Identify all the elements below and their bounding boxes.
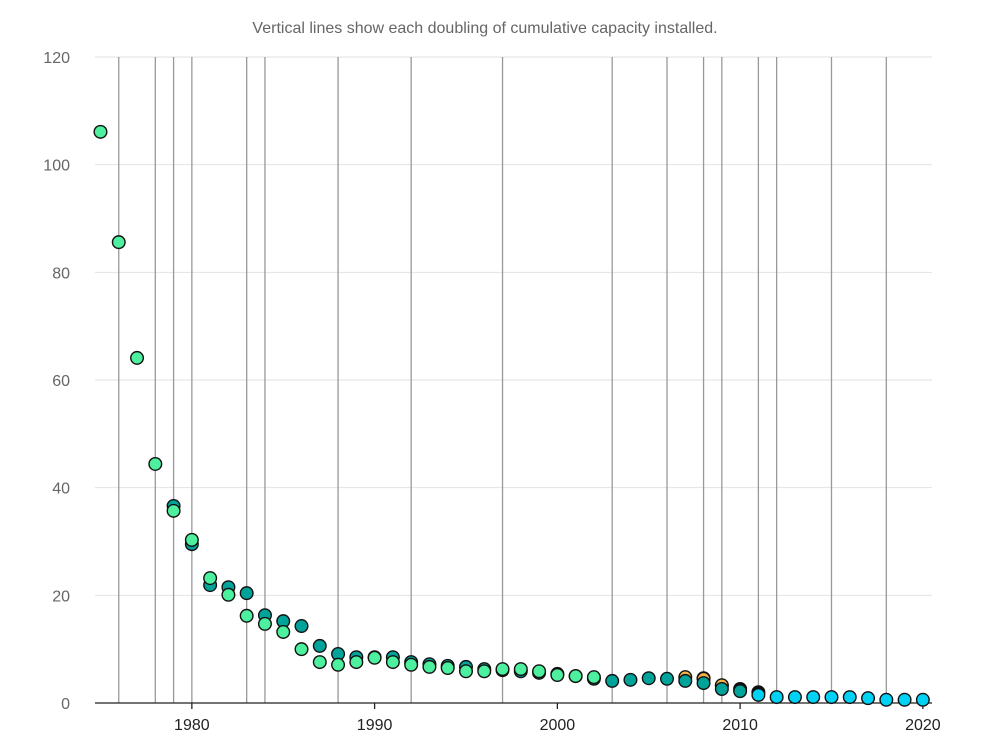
data-point xyxy=(806,690,821,705)
data-point xyxy=(422,659,437,674)
data-point xyxy=(312,638,327,653)
axes: 0 20 40 60 80 100 120 1980 1990 2000 2010 2020 xyxy=(43,50,940,734)
data-point xyxy=(915,692,930,707)
x-tick-label: 2010 xyxy=(722,717,758,734)
data-point xyxy=(660,671,675,686)
series-cyan xyxy=(751,687,930,707)
data-point xyxy=(458,664,473,679)
data-point xyxy=(550,668,565,683)
chart-subtitle: Vertical lines show each doubling of cum… xyxy=(252,20,717,37)
data-point xyxy=(733,684,748,699)
y-tick-label: 120 xyxy=(43,50,70,67)
data-point xyxy=(605,673,620,688)
y-tick-label: 0 xyxy=(61,696,70,713)
x-tick-label: 1990 xyxy=(357,717,393,734)
data-point xyxy=(586,670,601,685)
y-tick-label: 40 xyxy=(52,481,70,498)
data-point xyxy=(641,671,656,686)
x-tick-label: 2020 xyxy=(905,717,941,734)
data-point xyxy=(294,642,309,657)
data-point xyxy=(221,587,236,602)
data-point xyxy=(93,124,108,139)
data-point xyxy=(331,657,346,672)
data-point xyxy=(678,673,693,688)
data-point xyxy=(513,662,528,677)
data-point xyxy=(385,655,400,670)
data-point xyxy=(440,661,455,676)
data-point xyxy=(349,655,364,670)
data-point xyxy=(696,676,711,691)
data-points xyxy=(93,124,930,707)
data-point xyxy=(148,456,163,471)
data-point xyxy=(879,692,894,707)
data-point xyxy=(842,690,857,705)
y-tick-label: 100 xyxy=(43,158,70,175)
data-point xyxy=(312,655,327,670)
data-point xyxy=(130,350,145,365)
data-point xyxy=(568,669,583,684)
series-teal xyxy=(166,498,748,699)
data-point xyxy=(495,662,510,677)
data-point xyxy=(861,691,876,706)
data-point xyxy=(769,690,784,705)
data-point xyxy=(714,682,729,697)
data-point xyxy=(477,664,492,679)
x-tick-label: 2000 xyxy=(540,717,576,734)
data-point xyxy=(532,664,547,679)
data-point xyxy=(824,690,839,705)
data-point xyxy=(239,608,254,623)
data-point xyxy=(111,235,126,250)
data-point xyxy=(404,657,419,672)
data-point xyxy=(897,692,912,707)
data-point xyxy=(294,619,309,634)
data-point xyxy=(367,650,382,665)
data-point xyxy=(203,571,218,586)
y-tick-label: 60 xyxy=(52,373,70,390)
data-point xyxy=(257,616,272,631)
data-point xyxy=(623,672,638,687)
data-point xyxy=(787,690,802,705)
y-tick-label: 20 xyxy=(52,588,70,605)
data-point xyxy=(166,503,181,518)
grid xyxy=(95,56,932,596)
data-point xyxy=(276,624,291,639)
data-point xyxy=(184,532,199,547)
data-point xyxy=(239,586,254,601)
series-green xyxy=(93,124,601,685)
data-point xyxy=(751,687,766,702)
y-tick-label: 80 xyxy=(52,265,70,282)
doubling-lines xyxy=(118,57,887,703)
x-tick-label: 1980 xyxy=(174,717,210,734)
